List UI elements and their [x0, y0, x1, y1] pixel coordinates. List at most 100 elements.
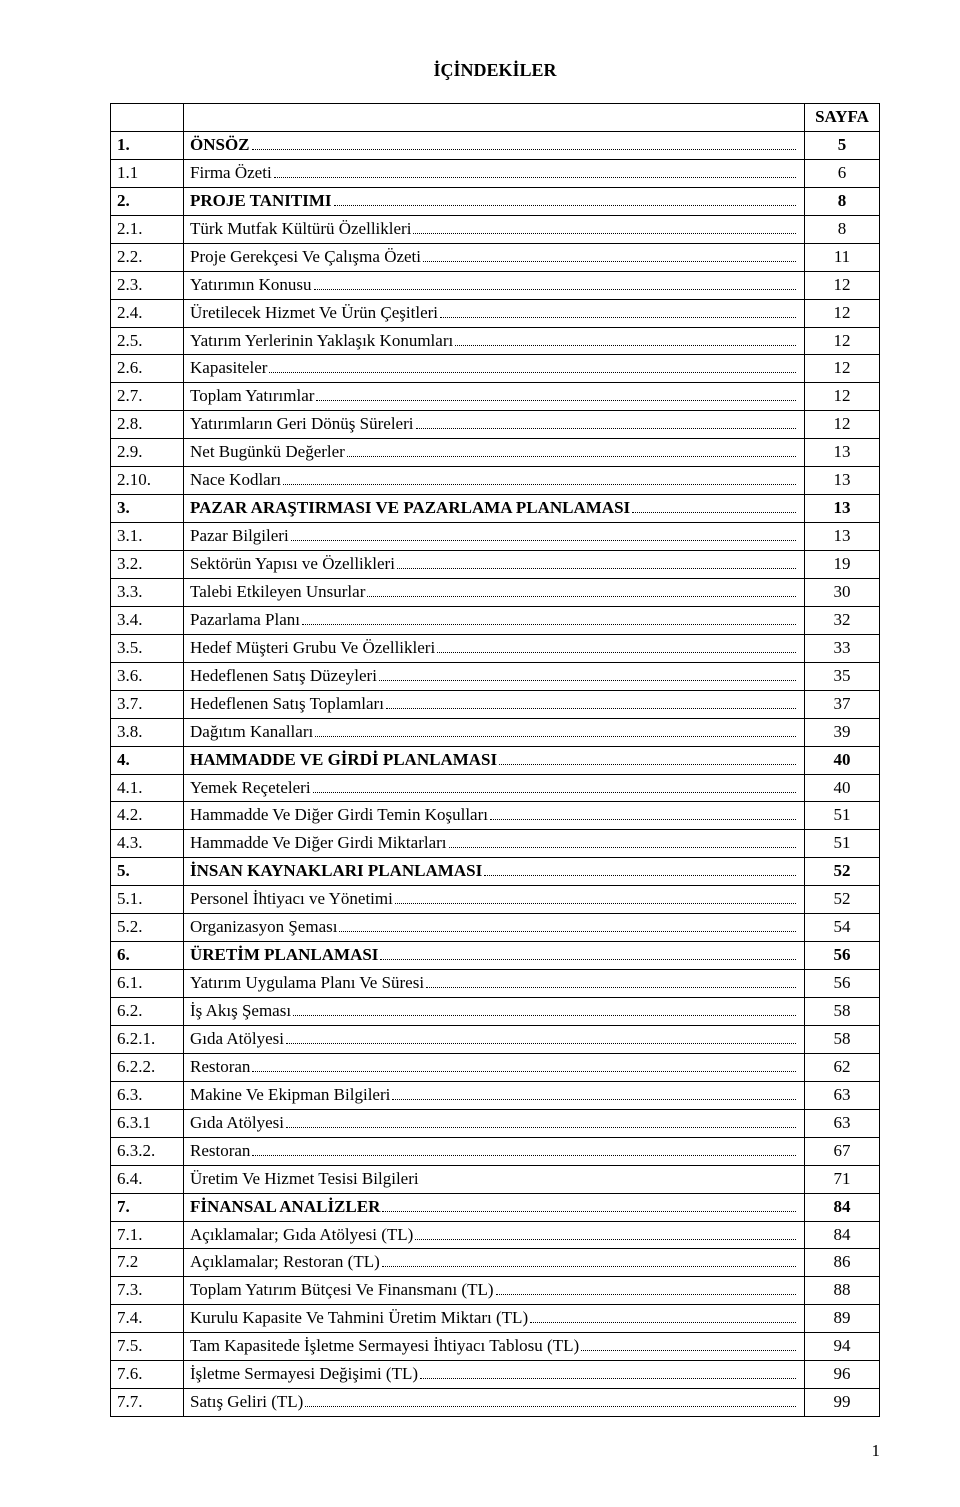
- toc-row-page: 30: [805, 578, 880, 606]
- toc-row-number: 5.2.: [111, 914, 184, 942]
- leader-dots: [302, 610, 796, 625]
- toc-row: 2.8.Yatırımların Geri Dönüş Süreleri12: [111, 411, 880, 439]
- toc-row-number: 4.3.: [111, 830, 184, 858]
- leader-dots: [423, 247, 796, 262]
- toc-row-number: 3.8.: [111, 718, 184, 746]
- toc-row: 2.4.Üretilecek Hizmet Ve Ürün Çeşitleri1…: [111, 299, 880, 327]
- toc-row-name: Nace Kodları: [184, 467, 805, 495]
- toc-row-page: 52: [805, 886, 880, 914]
- toc-row-name: Gıda Atölyesi: [184, 1025, 805, 1053]
- leader-dots: [449, 834, 796, 849]
- toc-row-number: 1.: [111, 131, 184, 159]
- toc-row-page: 40: [805, 746, 880, 774]
- toc-row: 3.4.Pazarlama Planı32: [111, 606, 880, 634]
- toc-row-page: 13: [805, 467, 880, 495]
- toc-row-name: Yatırımın Konusu: [184, 271, 805, 299]
- toc-row-number: 6.3.: [111, 1081, 184, 1109]
- toc-row-name: Restoran: [184, 1137, 805, 1165]
- toc-row-number: 6.2.: [111, 998, 184, 1026]
- leader-dots: [413, 219, 796, 234]
- toc-row-number: 7.7.: [111, 1389, 184, 1417]
- toc-row: 2.2.Proje Gerekçesi Ve Çalışma Özeti11: [111, 243, 880, 271]
- toc-row-page: 84: [805, 1221, 880, 1249]
- toc-row: 1.1Firma Özeti6: [111, 159, 880, 187]
- toc-row-page: 51: [805, 802, 880, 830]
- toc-row-page: 58: [805, 1025, 880, 1053]
- toc-row: 6.4.Üretim Ve Hizmet Tesisi Bilgileri71: [111, 1165, 880, 1193]
- toc-row: 5.2.Organizasyon Şeması54: [111, 914, 880, 942]
- toc-row-page: 37: [805, 690, 880, 718]
- toc-row-number: 7.4.: [111, 1305, 184, 1333]
- toc-row-page: 6: [805, 159, 880, 187]
- toc-row-page: 71: [805, 1165, 880, 1193]
- toc-row-name: Restoran: [184, 1053, 805, 1081]
- leader-dots: [420, 1365, 796, 1380]
- toc-row-page: 13: [805, 523, 880, 551]
- toc-row-number: 3.: [111, 495, 184, 523]
- toc-row-name: Gıda Atölyesi: [184, 1109, 805, 1137]
- toc-row-name: İşletme Sermayesi Değişimi (TL): [184, 1361, 805, 1389]
- toc-row-page: 13: [805, 495, 880, 523]
- toc-row: 3.2.Sektörün Yapısı ve Özellikleri19: [111, 551, 880, 579]
- toc-row-number: 6.2.2.: [111, 1053, 184, 1081]
- toc-row: 2.10.Nace Kodları13: [111, 467, 880, 495]
- header-name-cell: [184, 104, 805, 132]
- toc-row-page: 51: [805, 830, 880, 858]
- toc-row-number: 2.4.: [111, 299, 184, 327]
- leader-dots: [392, 1085, 796, 1100]
- toc-row-page: 5: [805, 131, 880, 159]
- toc-row-number: 6.1.: [111, 970, 184, 998]
- toc-row-page: 54: [805, 914, 880, 942]
- toc-row: 3.8.Dağıtım Kanalları39: [111, 718, 880, 746]
- leader-dots: [347, 443, 796, 458]
- leader-dots: [314, 275, 796, 290]
- toc-row-name: Hedeflenen Satış Toplamları: [184, 690, 805, 718]
- toc-row: 6.2.1.Gıda Atölyesi58: [111, 1025, 880, 1053]
- toc-row-number: 7.1.: [111, 1221, 184, 1249]
- toc-row-name: Talebi Etkileyen Unsurlar: [184, 578, 805, 606]
- toc-row-name: Makine Ve Ekipman Bilgileri: [184, 1081, 805, 1109]
- toc-row-name: Net Bugünkü Değerler: [184, 439, 805, 467]
- toc-row-number: 2.8.: [111, 411, 184, 439]
- toc-row-page: 32: [805, 606, 880, 634]
- toc-row-name: Yatırımların Geri Dönüş Süreleri: [184, 411, 805, 439]
- toc-row: 2.7.Toplam Yatırımlar12: [111, 383, 880, 411]
- toc-row-name: Yatırım Uygulama Planı Ve Süresi: [184, 970, 805, 998]
- leader-dots: [484, 862, 796, 877]
- leader-dots: [382, 1197, 796, 1212]
- toc-row-page: 56: [805, 970, 880, 998]
- toc-row-name: Yatırım Yerlerinin Yaklaşık Konumları: [184, 327, 805, 355]
- toc-row-page: 33: [805, 634, 880, 662]
- toc-row: 7.5.Tam Kapasitede İşletme Sermayesi İht…: [111, 1333, 880, 1361]
- toc-row-number: 6.2.1.: [111, 1025, 184, 1053]
- toc-row-page: 86: [805, 1249, 880, 1277]
- toc-row-page: 12: [805, 299, 880, 327]
- leader-dots: [380, 946, 796, 961]
- toc-row-page: 58: [805, 998, 880, 1026]
- leader-dots: [367, 582, 796, 597]
- toc-row-number: 3.6.: [111, 662, 184, 690]
- toc-row-number: 7.: [111, 1193, 184, 1221]
- toc-row-name: Üretilecek Hizmet Ve Ürün Çeşitleri: [184, 299, 805, 327]
- toc-row-page: 99: [805, 1389, 880, 1417]
- leader-dots: [252, 1141, 796, 1156]
- leader-dots: [416, 415, 797, 430]
- toc-row-name: FİNANSAL ANALİZLER: [184, 1193, 805, 1221]
- toc-row-number: 7.5.: [111, 1333, 184, 1361]
- toc-row-name: Sektörün Yapısı ve Özellikleri: [184, 551, 805, 579]
- leader-dots: [530, 1309, 796, 1324]
- toc-row-name: Yemek Reçeteleri: [184, 774, 805, 802]
- toc-row-number: 4.1.: [111, 774, 184, 802]
- toc-row: 6.1.Yatırım Uygulama Planı Ve Süresi56: [111, 970, 880, 998]
- toc-row: 7.3.Toplam Yatırım Bütçesi Ve Finansmanı…: [111, 1277, 880, 1305]
- toc-row-page: 89: [805, 1305, 880, 1333]
- header-num-cell: [111, 104, 184, 132]
- toc-row-number: 6.3.2.: [111, 1137, 184, 1165]
- toc-row-page: 96: [805, 1361, 880, 1389]
- leader-dots: [286, 1113, 796, 1128]
- toc-row: 6.2.İş Akış Şeması58: [111, 998, 880, 1026]
- toc-row-number: 2.3.: [111, 271, 184, 299]
- leader-dots: [581, 1337, 796, 1352]
- toc-row: 5.İNSAN KAYNAKLARI PLANLAMASI52: [111, 858, 880, 886]
- toc-row: 2.5.Yatırım Yerlerinin Yaklaşık Konumlar…: [111, 327, 880, 355]
